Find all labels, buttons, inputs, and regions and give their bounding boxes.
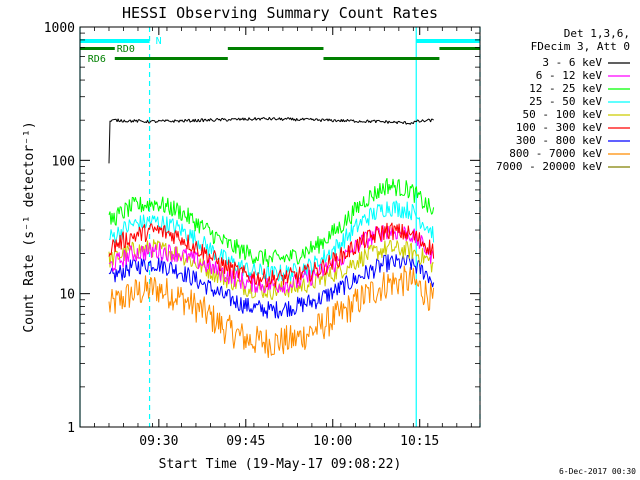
legend-entry-label: 6 - 12 keV [536,69,603,82]
series-line [108,239,434,300]
legend-entry-label: 50 - 100 keV [523,108,603,121]
rd6-label: RD6 [88,54,106,65]
legend-header: FDecim 3, Att 0 [531,40,630,53]
legend-entry-label: 7000 - 20000 keV [496,160,602,173]
plot-frame [79,26,481,428]
series-line [108,254,435,319]
rd0-label: RD0 [117,44,135,55]
night-span-label: N [156,36,162,47]
series-line [108,117,434,164]
series-line [109,200,435,282]
series-line [108,265,435,358]
legend-header: Det 1,3,6, [564,27,630,40]
legend-entry-label: 3 - 6 keV [542,56,602,69]
y-tick-label: 10 [59,288,75,303]
y-axis-label: Count Rate (s⁻¹ detector⁻¹) [22,121,37,332]
x-axis-label: Start Time (19-May-17 09:08:22) [159,457,402,472]
x-tick-label: 10:15 [400,434,439,449]
x-tick-label: 09:45 [226,434,265,449]
chart-title: HESSI Observing Summary Count Rates [122,4,438,22]
y-tick-label: 1 [67,421,75,436]
series-line [108,222,435,288]
legend-entry-label: 100 - 300 keV [516,121,602,134]
legend-entry-label: 300 - 800 keV [516,134,602,147]
axis-layer: 09:30 09:45 10:00 10:15 1 10 100 1000 [44,21,480,449]
series-layer [108,117,435,358]
legend-entry-label: 800 - 7000 keV [509,147,602,160]
legend-entry-label: 12 - 25 keV [529,82,602,95]
series-line [108,177,435,267]
y-tick-label: 100 [52,154,75,169]
date-stamp: 6-Dec-2017 00:30 [559,467,636,476]
y-tick-label: 1000 [44,21,75,36]
x-tick-label: 09:30 [139,434,178,449]
legend-entry-label: 25 - 50 keV [529,95,602,108]
x-tick-label: 10:00 [313,434,352,449]
